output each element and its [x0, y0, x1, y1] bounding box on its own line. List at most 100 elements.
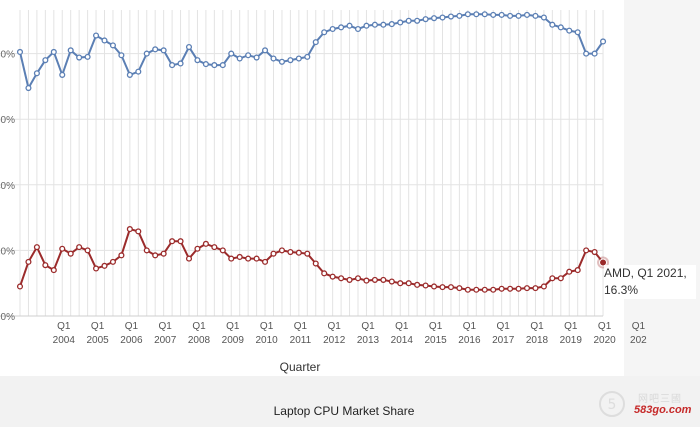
data-point[interactable]: [253, 54, 260, 61]
data-point[interactable]: [583, 247, 590, 254]
data-point[interactable]: [481, 11, 488, 18]
data-point[interactable]: [363, 277, 370, 284]
data-point[interactable]: [211, 62, 218, 69]
data-point[interactable]: [304, 250, 311, 257]
data-point[interactable]: [363, 22, 370, 29]
data-point[interactable]: [507, 12, 514, 19]
data-point[interactable]: [405, 280, 412, 287]
data-point[interactable]: [194, 245, 201, 252]
data-point[interactable]: [185, 43, 193, 51]
data-point[interactable]: [346, 22, 353, 29]
data-point[interactable]: [67, 250, 74, 257]
data-point[interactable]: [490, 286, 497, 293]
data-point[interactable]: [84, 247, 91, 254]
data-point[interactable]: [439, 14, 446, 21]
data-point[interactable]: [76, 54, 83, 61]
data-point[interactable]: [532, 285, 539, 292]
data-point[interactable]: [59, 71, 66, 78]
data-point[interactable]: [59, 245, 66, 252]
data-point[interactable]: [67, 47, 74, 54]
data-point[interactable]: [118, 252, 125, 259]
data-point[interactable]: [202, 61, 209, 68]
data-point[interactable]: [599, 38, 607, 45]
data-point[interactable]: [321, 29, 328, 36]
data-point[interactable]: [169, 238, 176, 245]
data-point[interactable]: [152, 46, 159, 53]
data-point[interactable]: [583, 50, 590, 57]
data-point[interactable]: [93, 265, 100, 272]
data-point[interactable]: [380, 276, 387, 283]
data-point[interactable]: [118, 52, 125, 59]
data-point[interactable]: [109, 258, 116, 265]
data-point[interactable]: [498, 11, 505, 18]
data-point[interactable]: [338, 24, 345, 31]
data-point[interactable]: [405, 17, 412, 24]
data-point[interactable]: [270, 55, 277, 62]
data-point[interactable]: [473, 286, 480, 293]
data-point[interactable]: [219, 247, 226, 254]
data-point[interactable]: [346, 276, 353, 283]
data-point[interactable]: [245, 52, 252, 59]
hovered-point[interactable]: [599, 258, 608, 267]
data-point[interactable]: [278, 58, 286, 65]
data-point[interactable]: [202, 240, 209, 247]
data-point[interactable]: [109, 42, 116, 49]
data-point[interactable]: [126, 71, 133, 78]
data-point[interactable]: [422, 16, 429, 23]
data-point[interactable]: [515, 285, 522, 292]
data-point[interactable]: [481, 286, 488, 293]
data-point[interactable]: [177, 238, 184, 245]
data-point[interactable]: [422, 282, 429, 289]
data-point[interactable]: [447, 284, 455, 291]
data-point[interactable]: [388, 21, 395, 28]
data-point[interactable]: [84, 53, 91, 60]
data-point[interactable]: [574, 267, 581, 274]
data-point[interactable]: [591, 248, 598, 256]
data-point[interactable]: [16, 48, 24, 56]
data-point[interactable]: [253, 255, 260, 262]
data-point[interactable]: [295, 55, 302, 62]
data-point[interactable]: [228, 50, 235, 57]
data-point[interactable]: [16, 283, 24, 290]
data-point[interactable]: [549, 21, 556, 28]
data-point[interactable]: [380, 21, 387, 28]
data-point[interactable]: [261, 47, 269, 54]
data-point[interactable]: [473, 11, 480, 18]
data-point[interactable]: [219, 62, 226, 69]
data-point[interactable]: [160, 250, 167, 257]
data-point[interactable]: [42, 57, 49, 64]
data-point[interactable]: [101, 37, 108, 44]
data-point[interactable]: [557, 24, 564, 31]
data-point[interactable]: [591, 50, 598, 57]
data-point[interactable]: [566, 27, 573, 34]
data-point[interactable]: [430, 283, 438, 290]
data-point[interactable]: [338, 275, 345, 282]
data-point[interactable]: [557, 275, 564, 282]
data-point[interactable]: [143, 247, 150, 254]
data-point[interactable]: [371, 276, 378, 283]
data-point[interactable]: [574, 29, 581, 36]
data-point[interactable]: [304, 53, 311, 60]
data-point[interactable]: [185, 255, 193, 262]
data-point[interactable]: [414, 17, 421, 24]
data-point[interactable]: [523, 11, 531, 18]
data-point[interactable]: [397, 280, 404, 287]
data-point[interactable]: [236, 253, 243, 261]
data-point[interactable]: [211, 244, 218, 251]
data-point[interactable]: [135, 68, 142, 75]
data-point[interactable]: [329, 25, 336, 33]
data-point[interactable]: [236, 55, 243, 62]
data-point[interactable]: [25, 258, 32, 265]
data-point[interactable]: [194, 57, 201, 64]
data-point[interactable]: [160, 47, 167, 54]
data-point[interactable]: [456, 12, 463, 19]
data-point[interactable]: [523, 285, 531, 292]
data-point[interactable]: [177, 60, 184, 67]
data-point[interactable]: [397, 19, 404, 26]
data-point[interactable]: [126, 226, 133, 233]
data-point[interactable]: [93, 32, 100, 39]
data-point[interactable]: [540, 283, 547, 290]
data-point[interactable]: [329, 273, 336, 280]
data-point[interactable]: [447, 13, 455, 20]
data-point[interactable]: [287, 57, 294, 64]
